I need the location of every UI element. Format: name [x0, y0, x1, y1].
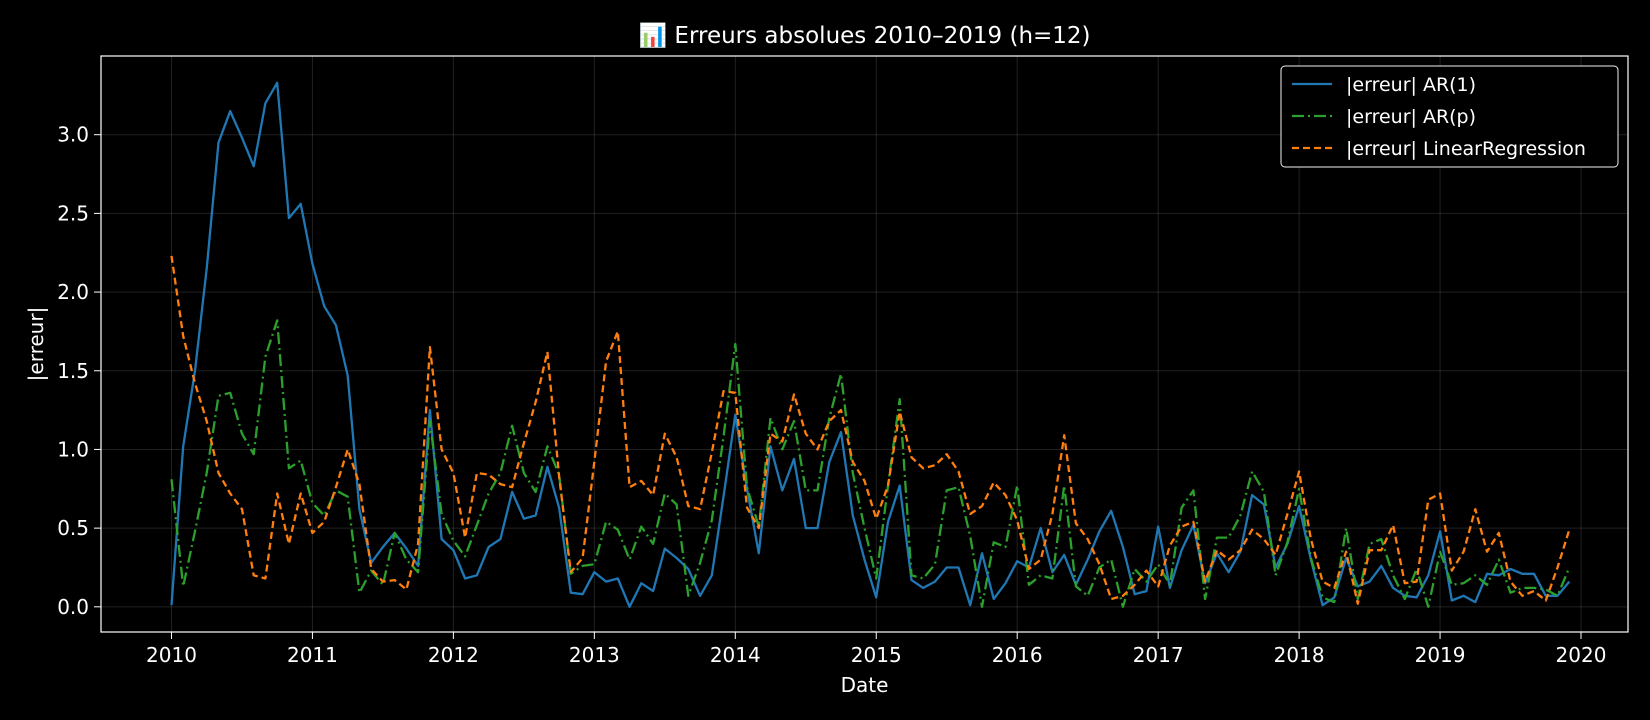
legend-box	[1280, 65, 1619, 168]
chart-title: 📊 Erreurs absolues 2010–2019 (h=12)	[638, 22, 1090, 49]
y-tick-label: 2.5	[57, 201, 89, 225]
y-tick-label: 0.5	[57, 516, 89, 540]
x-tick-label: 2018	[1274, 643, 1325, 667]
y-tick-label: 1.5	[57, 359, 89, 383]
x-tick-label: 2010	[146, 643, 197, 667]
x-tick-label: 2011	[287, 643, 338, 667]
legend-label-0: |erreur| AR(1)	[1346, 74, 1476, 96]
series-line-0	[170, 81, 1571, 608]
y-tick-label: 3.0	[57, 123, 89, 147]
y-tick-label: 0.0	[57, 595, 89, 619]
y-axis-label: |erreur|	[24, 307, 48, 382]
legend: |erreur| AR(1) |erreur| AR(p) |erreur| Lin…	[1280, 65, 1619, 168]
y-tick-label: 1.0	[57, 437, 89, 461]
x-axis-label: Date	[841, 673, 889, 697]
x-tick-label: 2013	[569, 643, 620, 667]
x-tick-label: 2015	[851, 643, 902, 667]
x-tick-label: 2017	[1133, 643, 1184, 667]
x-tick-label: 2012	[428, 643, 479, 667]
x-tick-label: 2014	[710, 643, 761, 667]
x-tick-label: 2020	[1556, 643, 1607, 667]
y-tick-label: 2.0	[57, 280, 89, 304]
series-line-1	[170, 319, 1571, 608]
legend-label-1: |erreur| AR(p)	[1346, 106, 1476, 128]
x-tick-label: 2019	[1415, 643, 1466, 667]
plot-frame	[100, 55, 1629, 633]
tick-layer: 2010 2011 2012 2013 2014 2015 2016 2017 2018 2019…	[57, 123, 1606, 667]
series-layer	[170, 81, 1571, 608]
series-line-2	[170, 255, 1571, 605]
x-tick-label: 2016	[992, 643, 1043, 667]
legend-label-2: |erreur| LinearRegression	[1346, 138, 1586, 160]
